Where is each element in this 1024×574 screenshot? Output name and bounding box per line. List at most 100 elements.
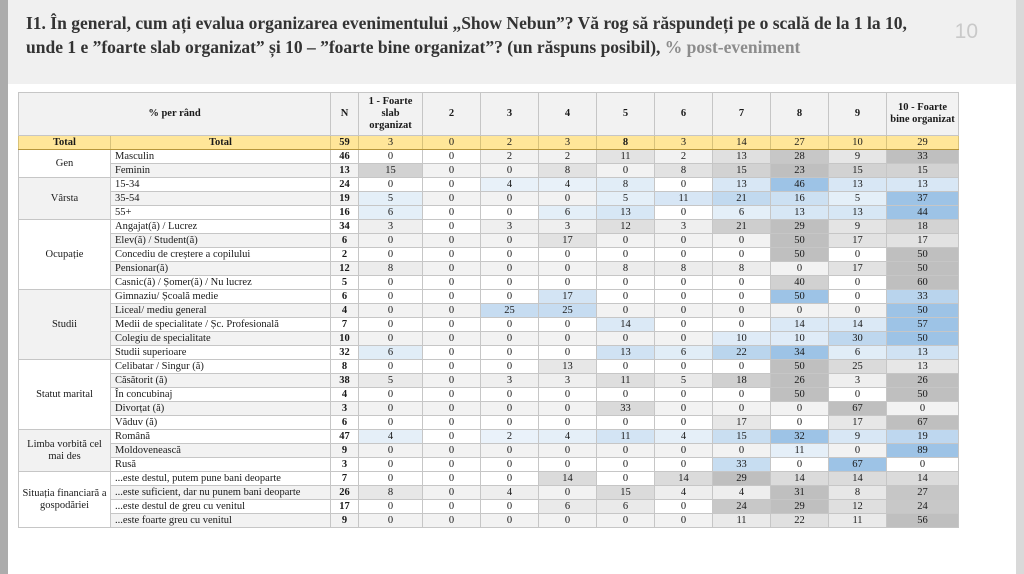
score-cell: 4 xyxy=(538,429,597,444)
score-cell: 0 xyxy=(654,275,713,290)
scale-header: N xyxy=(330,92,359,136)
table-row: Studii Gimnaziu/ Școală medie 6 0 0 0 17 0 0 0 50 0… xyxy=(18,289,959,360)
score-cell: 0 xyxy=(828,443,887,458)
score-cell: 0 xyxy=(538,247,597,262)
score-cell: 14 xyxy=(654,471,713,486)
score-cell: 0 xyxy=(828,387,887,402)
n-value: 16 xyxy=(330,205,359,220)
title-suffix: % post-eveniment xyxy=(660,37,801,58)
title-band xyxy=(0,0,1024,84)
score-cell: 11 xyxy=(770,443,829,458)
score-cell: 0 xyxy=(480,401,539,416)
score-cell: 0 xyxy=(538,387,597,402)
score-cell: 17 xyxy=(712,415,771,430)
score-cell: 17 xyxy=(538,233,597,248)
score-cell: 8 xyxy=(538,163,597,178)
group-label: Ocupație xyxy=(18,219,111,290)
score-cell: 0 xyxy=(654,289,713,304)
score-cell: 4 xyxy=(654,485,713,500)
score-cell: 0 xyxy=(422,499,481,514)
score-cell: 50 xyxy=(770,387,829,402)
score-cell: 0 xyxy=(712,247,771,262)
score-cell: 0 xyxy=(358,513,423,528)
score-cell: 3 xyxy=(538,373,597,388)
score-cell: 15 xyxy=(712,163,771,178)
scale-header: 4 xyxy=(538,92,597,136)
score-cell: 50 xyxy=(886,303,959,318)
score-cell: 0 xyxy=(422,317,481,332)
score-cell: 6 xyxy=(358,205,423,220)
score-cell: 50 xyxy=(770,247,829,262)
score-cell: 0 xyxy=(712,443,771,458)
total-score-cell: 3 xyxy=(538,135,597,150)
score-cell: 0 xyxy=(538,275,597,290)
score-cell: 0 xyxy=(596,247,655,262)
score-cell: 9 xyxy=(828,219,887,234)
score-cell: 0 xyxy=(422,387,481,402)
score-cell: 0 xyxy=(422,205,481,220)
score-cell: 0 xyxy=(422,289,481,304)
score-cell: 13 xyxy=(886,359,959,374)
score-cell: 0 xyxy=(770,261,829,276)
score-cell: 0 xyxy=(480,457,539,472)
score-cell: 0 xyxy=(358,387,423,402)
score-cell: 0 xyxy=(358,401,423,416)
score-cell: 0 xyxy=(712,233,771,248)
group-6: Limba vorbită cel mai des Română 47 4 0 2 4 11 4… xyxy=(18,429,959,472)
total-score-cell: 0 xyxy=(422,135,481,150)
score-cell: 13 xyxy=(770,205,829,220)
score-cell: 0 xyxy=(358,289,423,304)
score-cell: 50 xyxy=(770,233,829,248)
total-score-cell: 14 xyxy=(712,135,771,150)
score-cell: 0 xyxy=(538,261,597,276)
score-cell: 15 xyxy=(886,163,959,178)
score-cell: 3 xyxy=(480,219,539,234)
score-cell: 50 xyxy=(770,359,829,374)
score-cell: 13 xyxy=(828,205,887,220)
score-cell: 22 xyxy=(770,513,829,528)
score-cell: 0 xyxy=(358,415,423,430)
score-cell: 0 xyxy=(422,359,481,374)
score-cell: 34 xyxy=(770,345,829,360)
score-cell: 0 xyxy=(596,387,655,402)
table-row: Limba vorbită cel mai des Română 47 4 0 2 4 11 4… xyxy=(18,429,959,472)
score-cell: 67 xyxy=(886,415,959,430)
score-cell: 13 xyxy=(538,359,597,374)
n-value: 26 xyxy=(330,485,359,500)
score-cell: 13 xyxy=(886,345,959,360)
score-cell: 0 xyxy=(538,317,597,332)
score-cell: 37 xyxy=(886,191,959,206)
score-cell: 0 xyxy=(538,401,597,416)
scale-header: 1 - Foarte slab organizat xyxy=(358,92,423,136)
score-cell: 33 xyxy=(886,289,959,304)
score-cell: 0 xyxy=(654,499,713,514)
score-cell: 0 xyxy=(358,233,423,248)
score-cell: 0 xyxy=(358,247,423,262)
score-cell: 26 xyxy=(886,373,959,388)
table-row: Studii superioare 32 6 0 0 0 13 6 22 34 6 13 xyxy=(19,345,959,360)
score-cell: 0 xyxy=(422,443,481,458)
score-cell: 22 xyxy=(712,345,771,360)
score-cell: 14 xyxy=(828,471,887,486)
score-cell: 0 xyxy=(422,513,481,528)
n-value: 4 xyxy=(330,303,359,318)
score-cell: 14 xyxy=(770,317,829,332)
score-cell: 0 xyxy=(422,177,481,192)
score-cell: 19 xyxy=(886,429,959,444)
n-value: 9 xyxy=(330,443,359,458)
n-value: 9 xyxy=(330,513,359,528)
score-cell: 4 xyxy=(480,177,539,192)
score-cell: 0 xyxy=(422,331,481,346)
score-cell: 57 xyxy=(886,317,959,332)
row-label: Rusă xyxy=(110,457,331,472)
row-label: Feminin xyxy=(110,163,331,178)
score-cell: 0 xyxy=(538,485,597,500)
score-cell: 0 xyxy=(654,317,713,332)
score-cell: 11 xyxy=(654,191,713,206)
group-label: Situația financiară a gospodăriei xyxy=(18,471,111,528)
table-row: Căsătorit (ă) 38 5 0 3 3 11 5 18 26 3 26 xyxy=(19,373,959,388)
row-label: 55+ xyxy=(110,205,331,220)
